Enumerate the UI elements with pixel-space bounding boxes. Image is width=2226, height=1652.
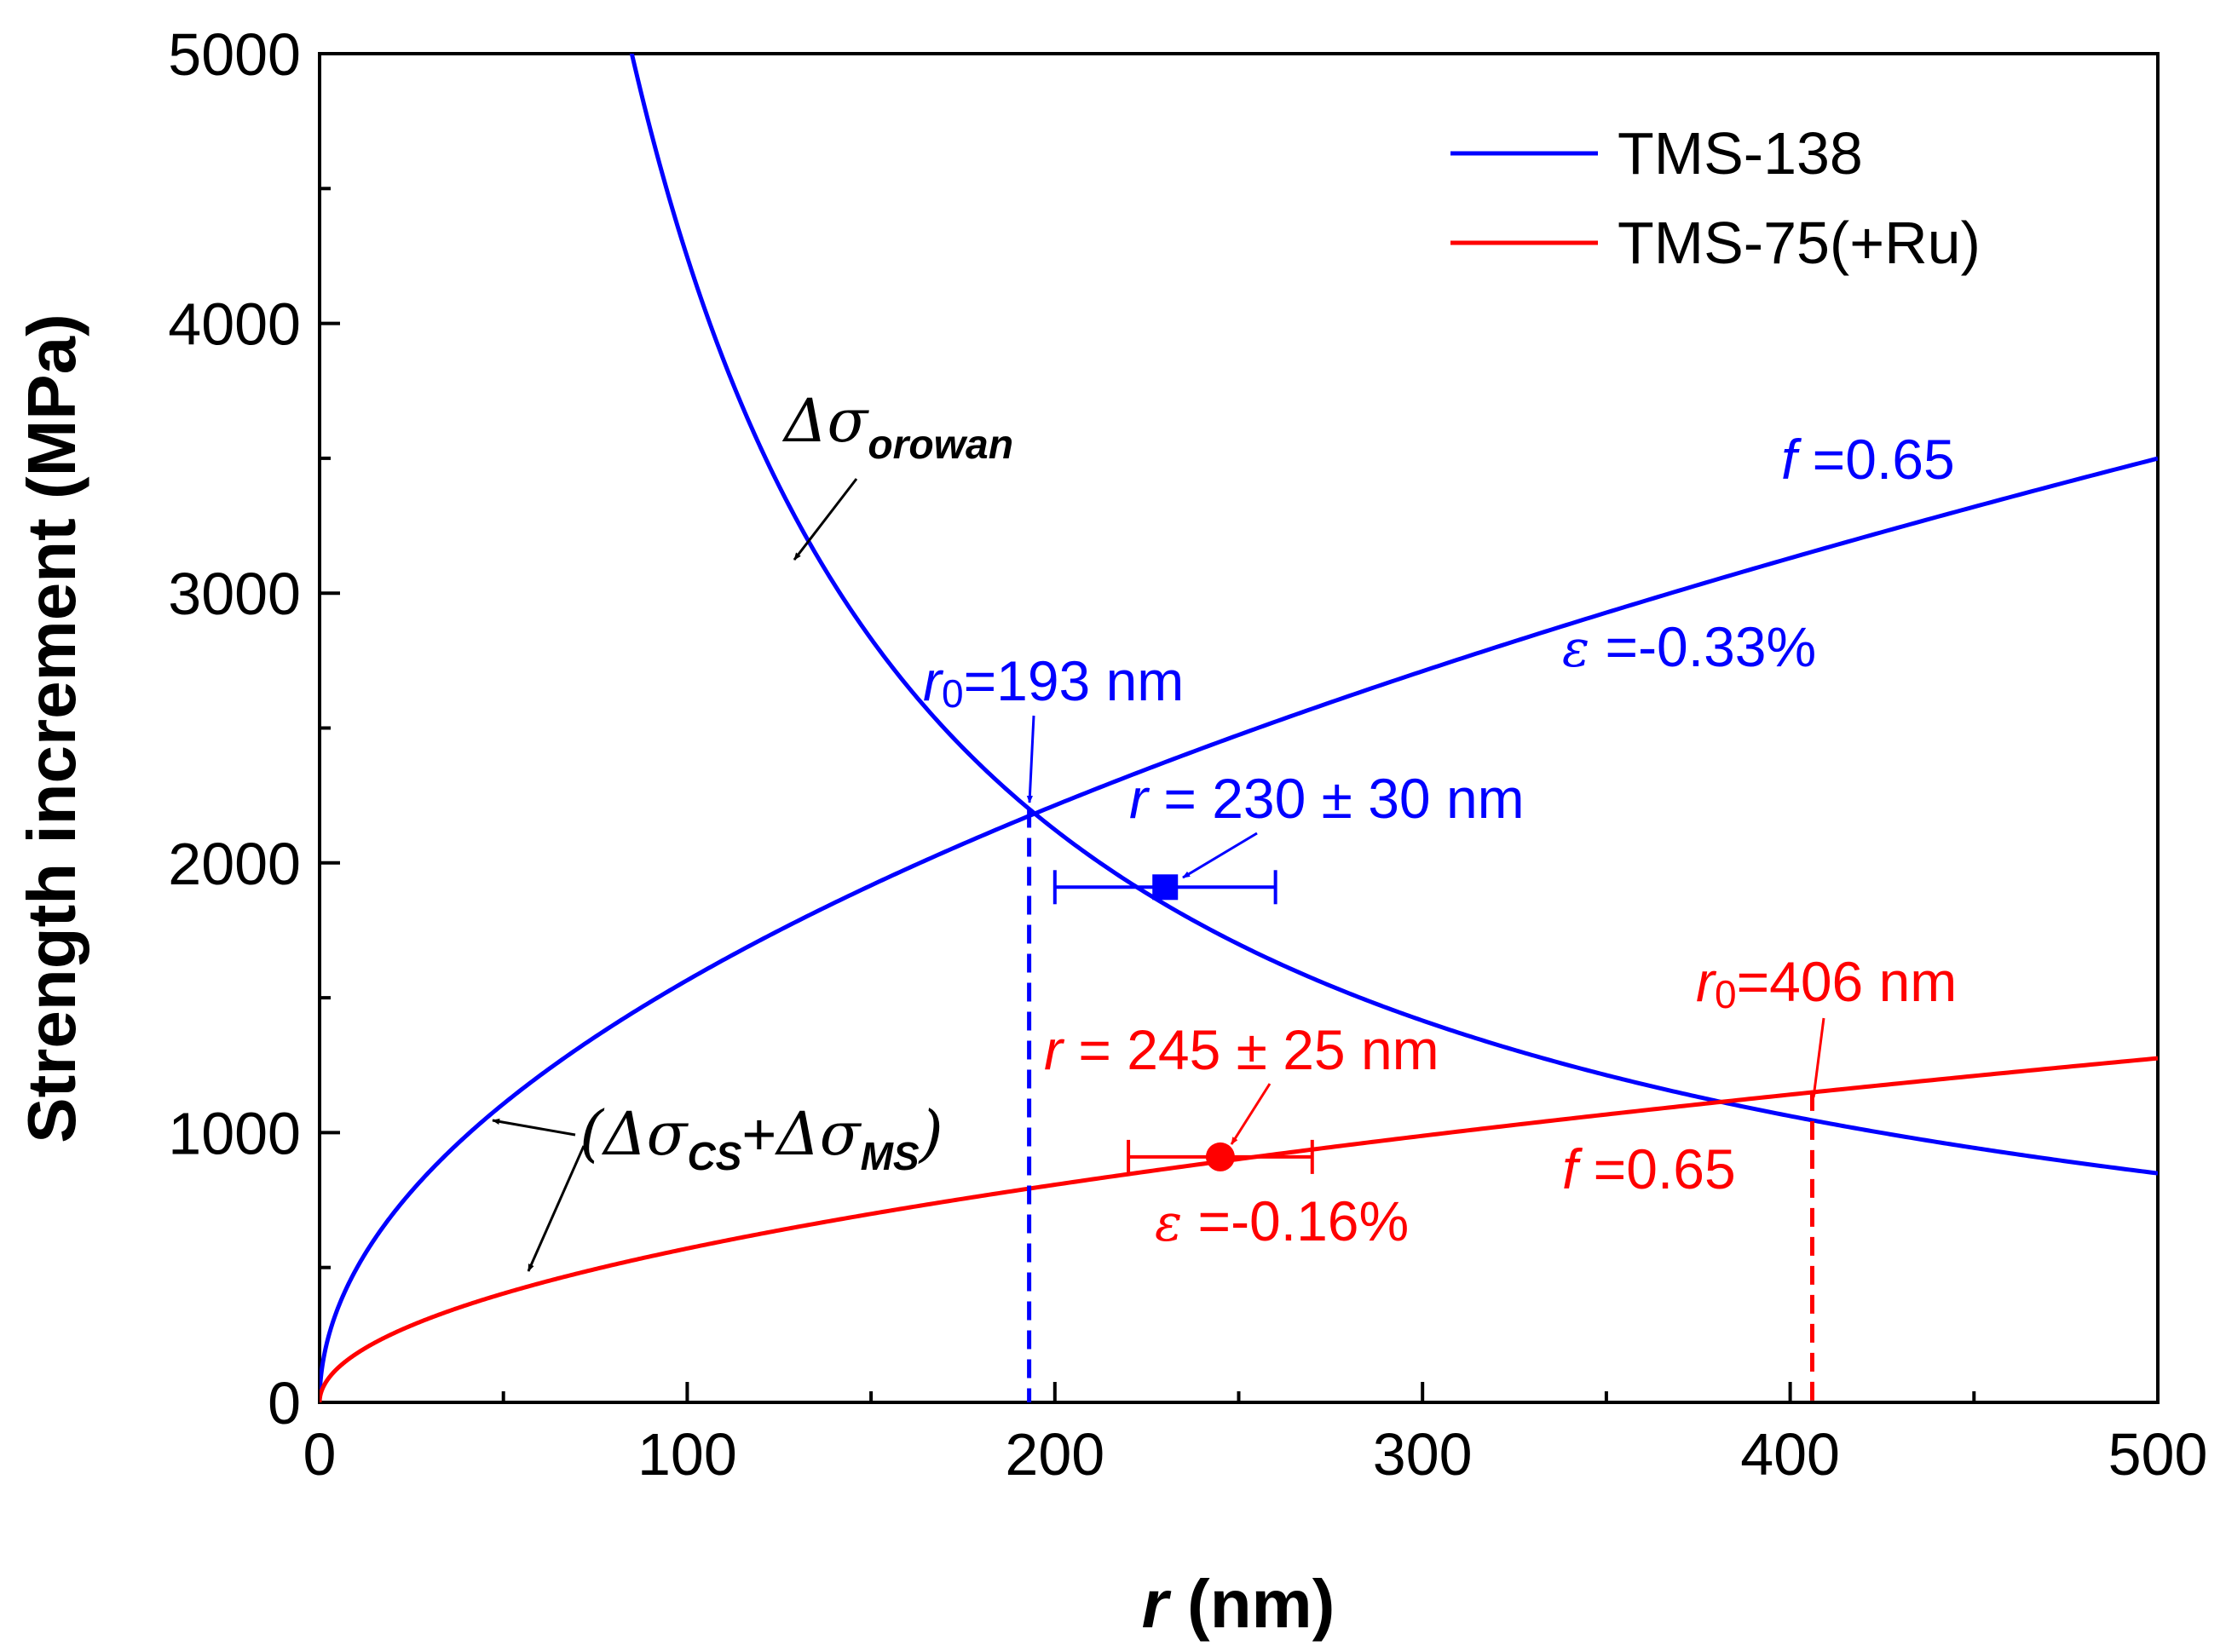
eps-blue-var: ε: [1562, 619, 1589, 679]
y-axis-title: Strength increment (MPa): [14, 314, 89, 1143]
eps-red-label: ε =-0.16%: [1155, 1189, 1409, 1253]
ms-delta: Δσ: [774, 1099, 862, 1169]
cs-ms-open: (: [580, 1097, 605, 1169]
eps-red-value: =-0.16%: [1182, 1189, 1409, 1252]
r0-red-label: r0=406 nm: [1696, 950, 1957, 1016]
x-axis-title: r (nm): [1142, 1566, 1335, 1642]
r-blue-label: r = 230 ± 30 nm: [1129, 767, 1525, 830]
cs-ms-plus: +: [741, 1101, 776, 1167]
orowan-label: Δσorowan: [781, 386, 1013, 468]
cs-subscript: CS: [687, 1134, 741, 1178]
y-tick-label: 0: [268, 1370, 301, 1436]
tms138-orowan-curve: [629, 54, 2158, 1176]
x-tick-label: 200: [1005, 1421, 1104, 1488]
tms75-coherency-curve: [320, 1056, 2158, 1402]
orowan-delta-sigma: Δσ: [781, 386, 870, 456]
y-tick-label: 5000: [168, 21, 301, 88]
x-tick-label: 100: [637, 1421, 737, 1488]
r0-blue-sub: 0: [942, 671, 964, 716]
cs-delta: Δσ: [601, 1099, 689, 1169]
r0-blue-value: =193 nm: [964, 649, 1185, 712]
r-blue-value: = 230 ± 30 nm: [1148, 767, 1525, 830]
y-tick-label: 3000: [168, 561, 301, 627]
f-red-label: f =0.65: [1562, 1137, 1736, 1200]
f-blue-value: =0.65: [1796, 428, 1954, 491]
r0-red-value: =406 nm: [1737, 950, 1958, 1013]
cs-ms-arrow-upper: [492, 1118, 576, 1137]
orowan-arrow: [793, 478, 858, 561]
x-axis-var: r: [1142, 1566, 1172, 1642]
x-tick-label: 500: [2108, 1421, 2208, 1488]
r-red-label: r = 245 ± 25 nm: [1044, 1018, 1439, 1081]
r0-red-arrow: [1811, 1017, 1825, 1098]
y-tick-label: 4000: [168, 291, 301, 358]
legend-tms75-label: TMS-75(+Ru): [1618, 210, 1981, 276]
legend-tms138-label: TMS-138: [1618, 120, 1863, 187]
tms75-measured-point: [1205, 1142, 1235, 1171]
x-tick-label: 300: [1373, 1421, 1473, 1488]
cs-ms-label: (ΔσCS+ΔσMS): [580, 1097, 943, 1178]
r0-blue-arrow: [1026, 715, 1035, 803]
eps-red-var: ε: [1155, 1194, 1182, 1253]
cs-ms-close: ): [918, 1097, 943, 1169]
r0-blue-var: r: [923, 649, 944, 712]
x-tick-label: 0: [303, 1421, 337, 1488]
annotations: Δσorowan (ΔσCS+ΔσMS) f =0.65 ε =-0.33% r…: [492, 386, 1957, 1272]
r-red-arrow: [1230, 1083, 1272, 1145]
eps-blue-label: ε =-0.33%: [1562, 615, 1816, 679]
r0-blue-label: r0=193 nm: [923, 649, 1184, 716]
cs-ms-arrow-lower: [527, 1145, 585, 1272]
y-tick-label: 1000: [168, 1100, 301, 1166]
f-blue-label: f =0.65: [1781, 428, 1955, 491]
f-red-value: =0.65: [1577, 1137, 1735, 1200]
r-blue-var: r: [1129, 767, 1150, 830]
r-red-value: = 245 ± 25 nm: [1063, 1018, 1439, 1081]
r-blue-arrow: [1182, 832, 1258, 879]
y-tick-label: 2000: [168, 831, 301, 897]
eps-blue-value: =-0.33%: [1589, 615, 1816, 678]
orowan-subscript: orowan: [868, 423, 1013, 468]
legend: TMS-138 TMS-75(+Ru): [1450, 120, 1981, 276]
r0-red-var: r: [1696, 950, 1717, 1013]
tms138-measured-point: [1152, 874, 1179, 901]
x-tick-label: 400: [1740, 1421, 1840, 1488]
r-red-var: r: [1044, 1018, 1065, 1081]
ms-subscript: MS: [861, 1134, 920, 1178]
x-axis-unit: (nm): [1187, 1566, 1335, 1642]
r0-red-sub: 0: [1715, 972, 1737, 1016]
tms138-coherency-curve: [320, 456, 2158, 1402]
